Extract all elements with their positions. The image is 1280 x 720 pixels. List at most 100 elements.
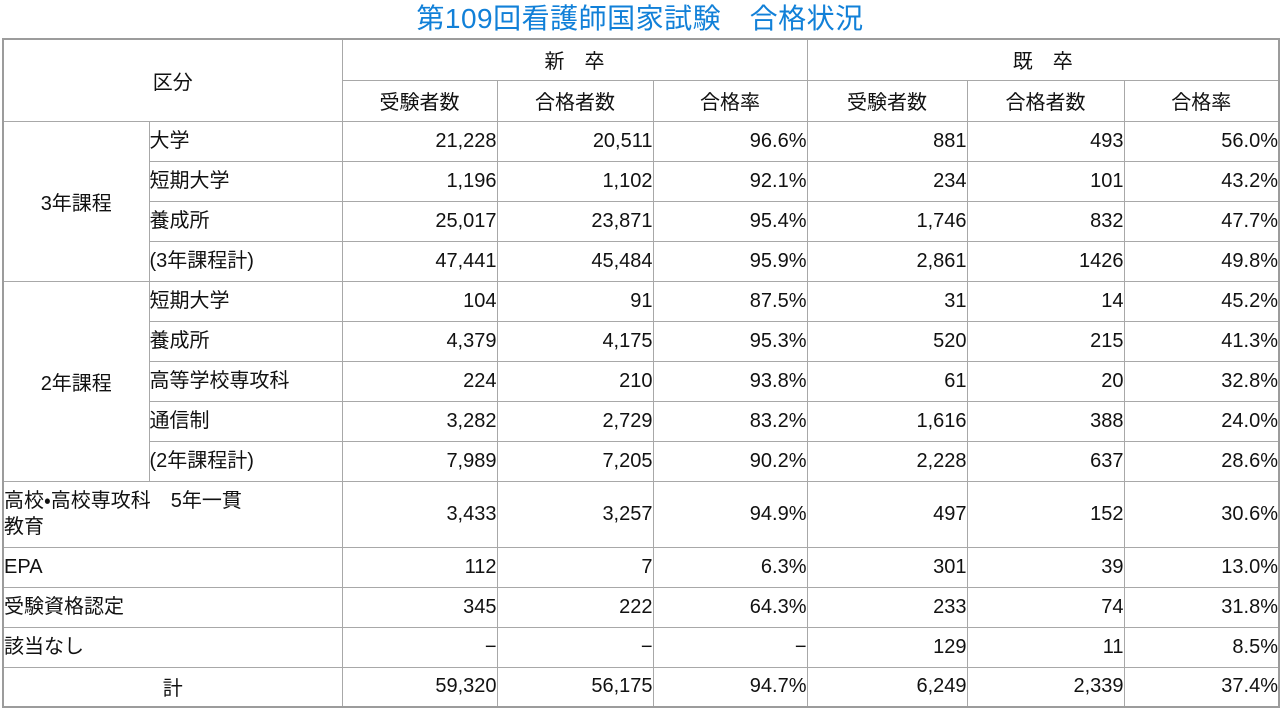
cell-value: 7,205 (496, 440, 654, 482)
cell-value: − (341, 626, 498, 668)
cell-value: 96.6% (652, 120, 808, 162)
table-row: (3年課程計) 47,441 45,484 95.9% 2,861 1426 4… (3, 240, 1280, 282)
cell-value: 1426 (966, 240, 1125, 282)
results-table: 区分 新 卒 既 卒 受験者数 合格者数 合格率 受験者数 合格者数 合格率 3… (2, 38, 1280, 708)
cell-value: 95.3% (652, 320, 808, 362)
cell-value: 23,871 (496, 200, 654, 242)
cell-value: 56.0% (1123, 120, 1280, 162)
cell-value: 224 (341, 360, 498, 402)
cell-value: 152 (966, 480, 1125, 548)
col-header-kisotsu-rate: 合格率 (1123, 79, 1280, 122)
cell-value: 7,989 (341, 440, 498, 482)
table-row: 養成所 25,017 23,871 95.4% 1,746 832 47.7% (3, 200, 1280, 242)
group-label-2year: 2年課程 (2, 280, 150, 482)
row-label: 受験資格認定 (2, 586, 343, 628)
table-row: 高等学校専攻科 224 210 93.8% 61 20 32.8% (3, 360, 1280, 402)
corner-header-kubun: 区分 (2, 38, 343, 122)
cell-value: 21,228 (341, 120, 498, 162)
cell-value: 1,102 (496, 160, 654, 202)
col-header-shinsotsu-passers: 合格者数 (496, 79, 654, 122)
cell-value: 222 (496, 586, 654, 628)
row-label: 短期大学 (148, 280, 343, 322)
cell-value: 94.7% (652, 666, 808, 708)
cell-value: 14 (966, 280, 1125, 322)
cell-value: 93.8% (652, 360, 808, 402)
cell-value: 520 (806, 320, 968, 362)
cell-value: 101 (966, 160, 1125, 202)
cell-value: 24.0% (1123, 400, 1280, 442)
cell-value: 87.5% (652, 280, 808, 322)
cell-value: 3,433 (341, 480, 498, 548)
cell-value: 92.1% (652, 160, 808, 202)
group-label-3year: 3年課程 (2, 120, 150, 282)
header-row-sub: 受験者数 合格者数 合格率 受験者数 合格者数 合格率 (3, 79, 1280, 122)
cell-value: 8.5% (1123, 626, 1280, 668)
cell-value: 129 (806, 626, 968, 668)
row-label: 養成所 (148, 320, 343, 362)
cell-value: 39 (966, 546, 1125, 588)
cell-value: 4,175 (496, 320, 654, 362)
cell-value: 30.6% (1123, 480, 1280, 548)
cell-value: 301 (806, 546, 968, 588)
cell-value: 45.2% (1123, 280, 1280, 322)
cell-value: 1,616 (806, 400, 968, 442)
cell-value: 493 (966, 120, 1125, 162)
cell-value: 83.2% (652, 400, 808, 442)
cell-value: 2,729 (496, 400, 654, 442)
cell-value: 881 (806, 120, 968, 162)
cell-value: 13.0% (1123, 546, 1280, 588)
row-label: 高等学校専攻科 (148, 360, 343, 402)
cell-value: 497 (806, 480, 968, 548)
table-row: 高校・高校専攻科 5年一貫 教育 3,433 3,257 94.9% 497 1… (2, 480, 1280, 548)
table-row: (2年課程計) 7,989 7,205 90.2% 2,228 637 28.6… (3, 440, 1280, 482)
header-row-groups: 区分 新 卒 既 卒 (2, 38, 1280, 122)
cell-value: 61 (806, 360, 968, 402)
cell-value: 95.9% (652, 240, 808, 282)
cell-value: 215 (966, 320, 1125, 362)
row-label: EPA (2, 546, 343, 588)
row-label: (3年課程計) (148, 240, 343, 282)
cell-value: 210 (496, 360, 654, 402)
group-header-shinsotsu: 新 卒 (341, 38, 808, 81)
table-row: EPA 112 7 6.3% 301 39 13.0% (2, 546, 1280, 588)
cell-value: 41.3% (1123, 320, 1280, 362)
total-row-label: 計 (2, 666, 343, 708)
row-label: (2年課程計) (148, 440, 343, 482)
group-header-kisotsu: 既 卒 (806, 38, 1280, 81)
cell-value: 832 (966, 200, 1125, 242)
cell-value: 20 (966, 360, 1125, 402)
row-label: 大学 (148, 120, 343, 162)
cell-value: 20,511 (496, 120, 654, 162)
cell-value: 6.3% (652, 546, 808, 588)
row-label: 高校・高校専攻科 5年一貫 教育 (2, 480, 343, 548)
cell-value: − (652, 626, 808, 668)
cell-value: 45,484 (496, 240, 654, 282)
cell-value: 4,379 (341, 320, 498, 362)
cell-value: 388 (966, 400, 1125, 442)
cell-value: 3,282 (341, 400, 498, 442)
cell-value: − (496, 626, 654, 668)
cell-value: 32.8% (1123, 360, 1280, 402)
row-label: 該当なし (2, 626, 343, 668)
cell-value: 2,228 (806, 440, 968, 482)
cell-value: 74 (966, 586, 1125, 628)
cell-value: 95.4% (652, 200, 808, 242)
table-row: 2年課程 短期大学 104 91 87.5% 31 14 45.2% (2, 280, 1280, 482)
col-header-kisotsu-passers: 合格者数 (966, 79, 1125, 122)
row-label: 養成所 (148, 200, 343, 242)
cell-value: 90.2% (652, 440, 808, 482)
cell-value: 47,441 (341, 240, 498, 282)
table-row: 短期大学 1,196 1,102 92.1% 234 101 43.2% (3, 160, 1280, 202)
cell-value: 345 (341, 586, 498, 628)
cell-value: 31 (806, 280, 968, 322)
cell-value: 7 (496, 546, 654, 588)
cell-value: 37.4% (1123, 666, 1280, 708)
cell-value: 112 (341, 546, 498, 588)
table-row: 受験資格認定 345 222 64.3% 233 74 31.8% (2, 586, 1280, 628)
table-row: 養成所 4,379 4,175 95.3% 520 215 41.3% (3, 320, 1280, 362)
cell-value: 91 (496, 280, 654, 322)
cell-value: 28.6% (1123, 440, 1280, 482)
cell-value: 25,017 (341, 200, 498, 242)
cell-value: 59,320 (341, 666, 498, 708)
